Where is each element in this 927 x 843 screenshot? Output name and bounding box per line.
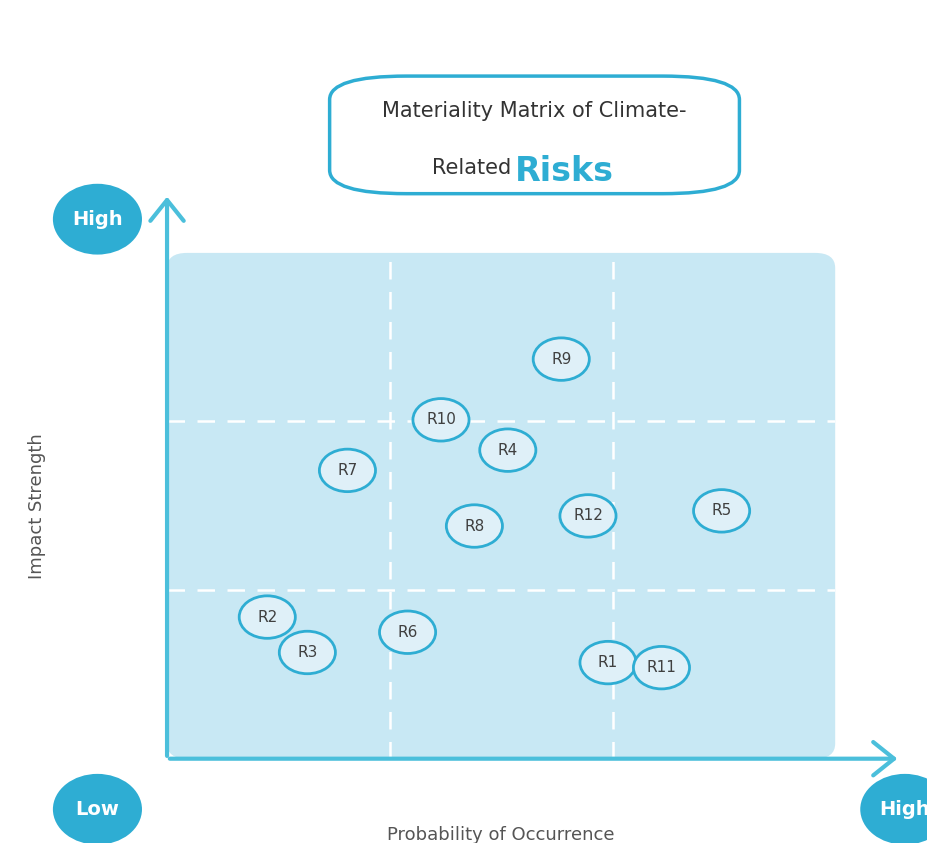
- Text: Low: Low: [75, 800, 120, 819]
- Circle shape: [559, 495, 616, 537]
- Text: R5: R5: [711, 503, 731, 518]
- Text: Impact Strength: Impact Strength: [28, 433, 46, 578]
- Circle shape: [533, 338, 589, 380]
- Circle shape: [239, 596, 295, 638]
- Circle shape: [479, 429, 535, 471]
- Text: R2: R2: [257, 609, 277, 625]
- Circle shape: [692, 490, 749, 532]
- Circle shape: [579, 642, 635, 684]
- Circle shape: [379, 611, 435, 653]
- Circle shape: [279, 631, 335, 674]
- Text: R11: R11: [646, 660, 676, 675]
- Circle shape: [446, 505, 502, 547]
- Text: R7: R7: [337, 463, 357, 478]
- Text: Probability of Occurrence: Probability of Occurrence: [387, 825, 615, 843]
- Text: R12: R12: [573, 508, 603, 524]
- Circle shape: [319, 449, 375, 491]
- Text: Risks: Risks: [514, 155, 614, 188]
- Circle shape: [413, 399, 468, 441]
- Text: R9: R9: [551, 352, 571, 367]
- Text: Related: Related: [432, 158, 517, 178]
- FancyBboxPatch shape: [329, 76, 739, 194]
- Text: R6: R6: [397, 625, 417, 640]
- FancyBboxPatch shape: [167, 253, 834, 759]
- Text: R8: R8: [464, 518, 484, 534]
- Text: High: High: [879, 800, 927, 819]
- Text: Materiality Matrix of Climate-: Materiality Matrix of Climate-: [382, 101, 686, 121]
- Circle shape: [633, 647, 689, 689]
- Text: R3: R3: [297, 645, 317, 660]
- Text: High: High: [72, 210, 122, 228]
- Text: R4: R4: [497, 443, 517, 458]
- Text: R10: R10: [425, 412, 455, 427]
- Text: R1: R1: [597, 655, 617, 670]
